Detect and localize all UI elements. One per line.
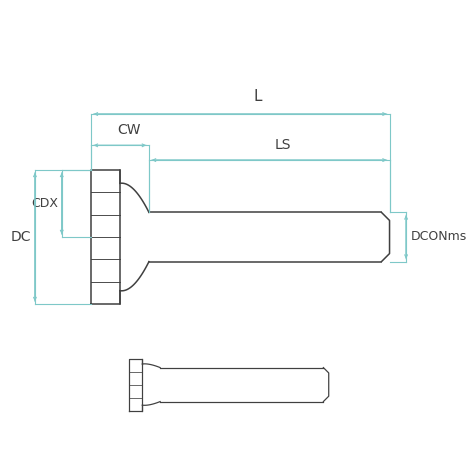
Text: DCONms: DCONms <box>410 230 467 244</box>
Text: LS: LS <box>274 138 291 152</box>
Text: CW: CW <box>117 123 141 137</box>
Text: L: L <box>254 89 262 104</box>
Text: CDX: CDX <box>31 197 58 210</box>
Text: DC: DC <box>11 230 31 244</box>
